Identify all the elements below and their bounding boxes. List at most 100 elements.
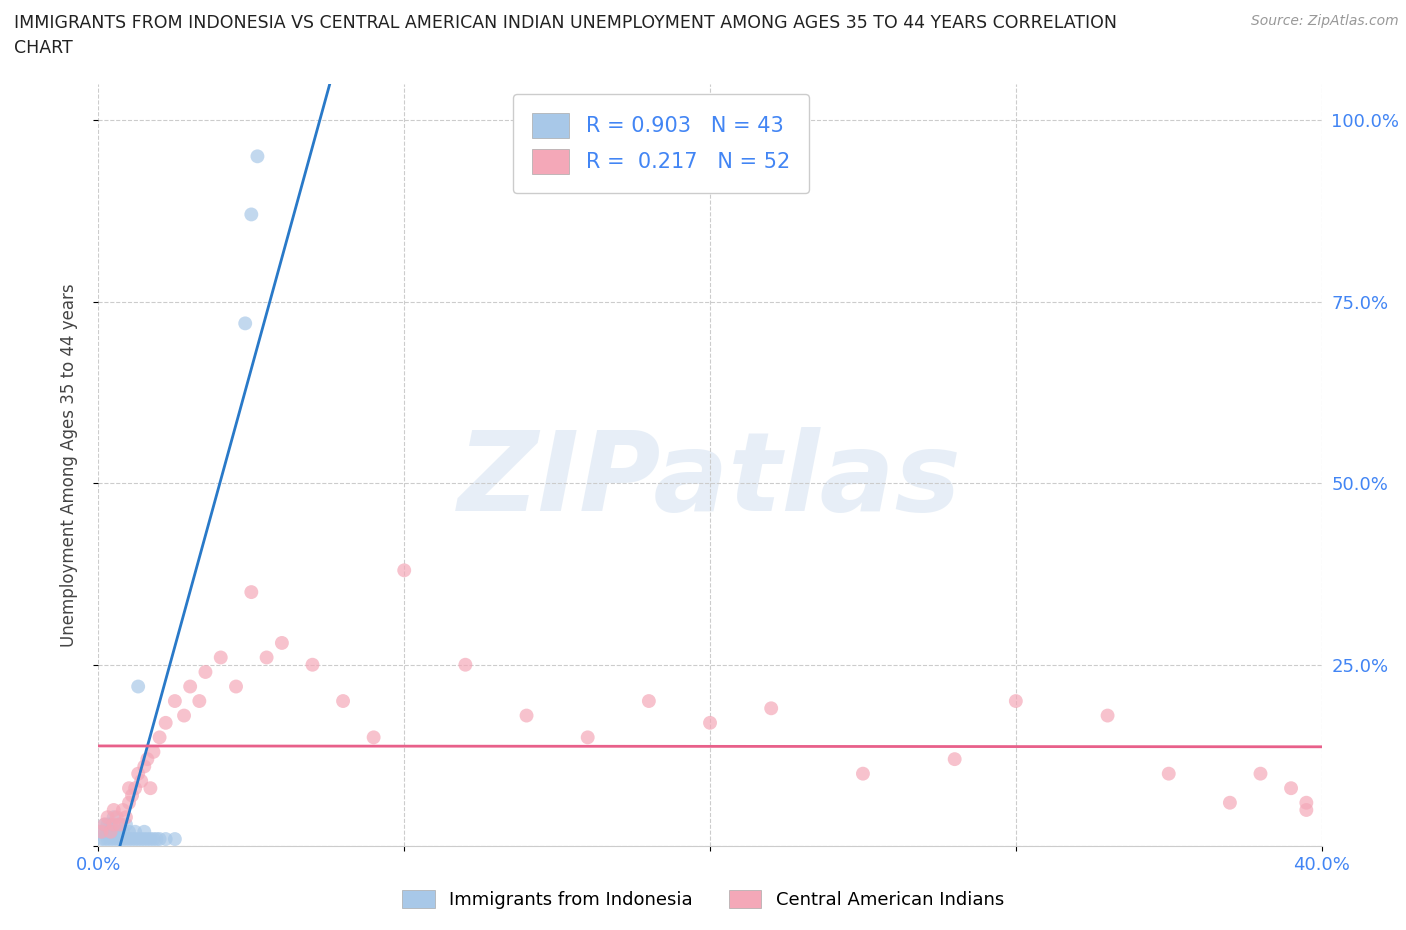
Point — [121, 788, 143, 803]
Point — [108, 824, 131, 839]
Point — [136, 831, 159, 846]
Point — [392, 563, 416, 578]
Point — [188, 694, 211, 709]
Point — [136, 751, 159, 766]
Point — [179, 679, 201, 694]
Point — [100, 824, 122, 839]
Point — [363, 730, 385, 745]
Point — [118, 824, 141, 839]
Point — [852, 766, 875, 781]
Point — [103, 831, 125, 846]
Point — [516, 708, 538, 723]
Point — [240, 207, 263, 222]
Point — [103, 824, 125, 839]
Point — [103, 810, 125, 825]
Legend: Immigrants from Indonesia, Central American Indians: Immigrants from Indonesia, Central Ameri… — [395, 883, 1011, 916]
Y-axis label: Unemployment Among Ages 35 to 44 years: Unemployment Among Ages 35 to 44 years — [59, 284, 77, 646]
Point — [454, 658, 477, 672]
Point — [145, 831, 167, 846]
Point — [115, 810, 138, 825]
Point — [100, 817, 122, 832]
Point — [139, 781, 162, 796]
Point — [97, 831, 120, 846]
Point — [111, 824, 134, 839]
Point — [100, 831, 122, 846]
Point — [93, 824, 115, 839]
Point — [111, 803, 134, 817]
Point — [90, 824, 112, 839]
Point — [301, 658, 323, 672]
Point — [1219, 795, 1241, 810]
Point — [576, 730, 599, 745]
Point — [209, 650, 232, 665]
Text: Source: ZipAtlas.com: Source: ZipAtlas.com — [1251, 14, 1399, 28]
Point — [142, 744, 165, 759]
Text: IMMIGRANTS FROM INDONESIA VS CENTRAL AMERICAN INDIAN UNEMPLOYMENT AMONG AGES 35 : IMMIGRANTS FROM INDONESIA VS CENTRAL AME… — [14, 14, 1116, 32]
Point — [103, 817, 125, 832]
Point — [127, 831, 149, 846]
Point — [163, 831, 186, 846]
Point — [105, 810, 128, 825]
Point — [173, 708, 195, 723]
Point — [97, 810, 120, 825]
Point — [105, 824, 128, 839]
Point — [134, 831, 156, 846]
Point — [943, 751, 966, 766]
Point — [233, 316, 256, 331]
Point — [637, 694, 661, 709]
Text: CHART: CHART — [14, 39, 73, 57]
Point — [124, 831, 146, 846]
Point — [1097, 708, 1119, 723]
Point — [111, 831, 134, 846]
Point — [149, 831, 172, 846]
Point — [129, 774, 152, 789]
Point — [93, 831, 115, 846]
Point — [124, 824, 146, 839]
Point — [108, 817, 131, 832]
Point — [1295, 803, 1317, 817]
Point — [1295, 795, 1317, 810]
Point — [108, 831, 131, 846]
Point — [121, 831, 143, 846]
Point — [270, 635, 292, 650]
Point — [240, 585, 263, 600]
Point — [115, 817, 138, 832]
Point — [149, 730, 172, 745]
Point — [118, 781, 141, 796]
Point — [194, 665, 217, 680]
Point — [1249, 766, 1271, 781]
Point — [1157, 766, 1180, 781]
Point — [246, 149, 269, 164]
Legend: R = 0.903   N = 43, R =  0.217   N = 52: R = 0.903 N = 43, R = 0.217 N = 52 — [513, 94, 808, 193]
Point — [129, 831, 152, 846]
Point — [118, 795, 141, 810]
Point — [93, 817, 115, 832]
Point — [127, 766, 149, 781]
Point — [115, 831, 138, 846]
Point — [103, 803, 125, 817]
Point — [127, 679, 149, 694]
Point — [105, 831, 128, 846]
Point — [90, 824, 112, 839]
Point — [332, 694, 354, 709]
Point — [97, 824, 120, 839]
Point — [225, 679, 247, 694]
Point — [163, 694, 186, 709]
Point — [142, 831, 165, 846]
Point — [134, 759, 156, 774]
Point — [97, 817, 120, 832]
Point — [118, 831, 141, 846]
Point — [93, 817, 115, 832]
Point — [155, 831, 177, 846]
Point — [1279, 781, 1302, 796]
Point — [134, 824, 156, 839]
Point — [90, 831, 112, 846]
Text: ZIPatlas: ZIPatlas — [458, 427, 962, 534]
Point — [124, 781, 146, 796]
Point — [139, 831, 162, 846]
Point — [100, 824, 122, 839]
Point — [699, 715, 721, 730]
Point — [759, 701, 782, 716]
Point — [155, 715, 177, 730]
Point — [108, 817, 131, 832]
